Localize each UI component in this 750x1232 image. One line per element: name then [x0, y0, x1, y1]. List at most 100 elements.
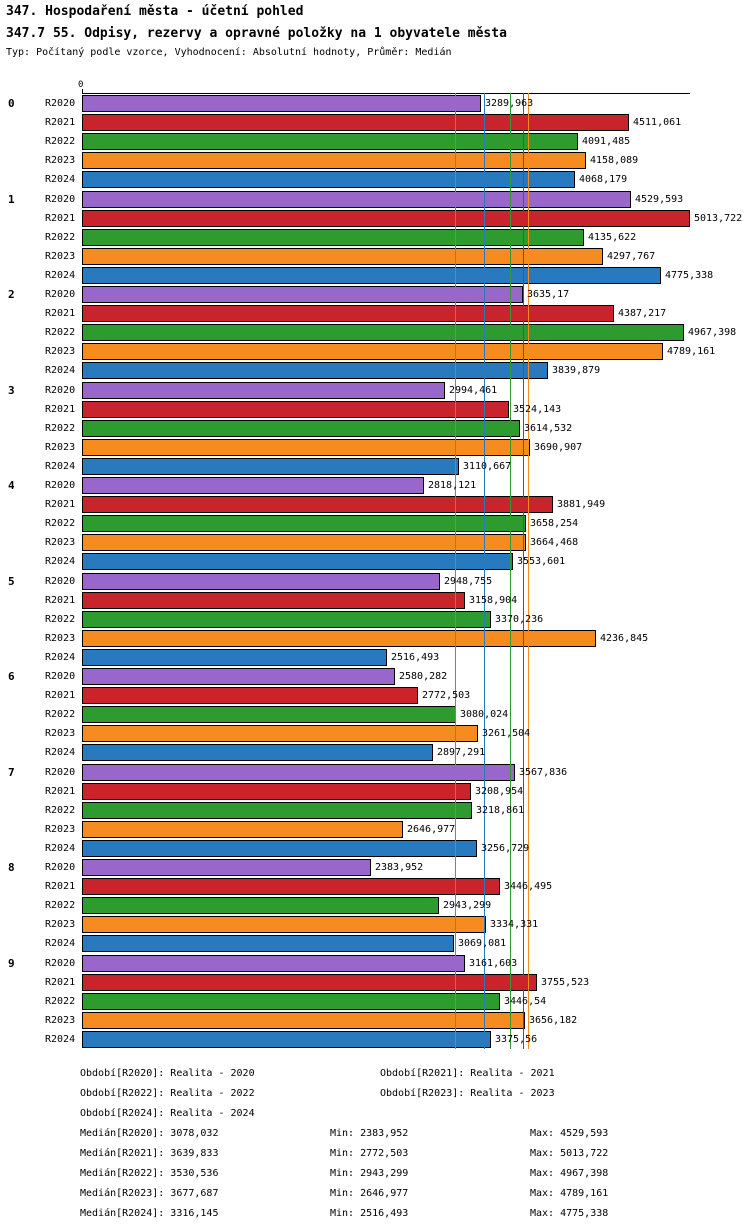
bar-value-label: 3161,603 — [469, 958, 518, 969]
bar-r2024-group-7 — [82, 840, 477, 857]
bar-value-label: 2383,952 — [375, 862, 424, 873]
bar-value-label: 2943,299 — [443, 900, 492, 911]
bar-r2020-group-5 — [82, 573, 440, 590]
bar-value-label: 3567,836 — [519, 767, 568, 778]
bar-r2022-group-1 — [82, 229, 584, 246]
series-label: R2024 — [45, 843, 76, 854]
bar-value-label: 2818,121 — [428, 480, 477, 491]
bar-r2024-group-5 — [82, 649, 387, 666]
bar-value-label: 3289,963 — [485, 98, 534, 109]
bar-value-label: 3524,143 — [513, 404, 562, 415]
series-label: R2020 — [45, 385, 76, 396]
series-label: R2022 — [45, 518, 76, 529]
bar-value-label: 3635,17 — [527, 289, 570, 300]
bar-r2021-group-1 — [82, 210, 690, 227]
series-label: R2023 — [45, 728, 76, 739]
group-label: 6 — [8, 670, 15, 683]
report-meta-line: Typ: Počítaný podle vzorce, Vyhodnocení:… — [6, 47, 452, 58]
series-label: R2023 — [45, 442, 76, 453]
bar-value-label: 4158,089 — [590, 155, 639, 166]
series-label: R2022 — [45, 709, 76, 720]
legend-item-obdobr2020: Období[R2020]: Realita - 2020 — [80, 1068, 255, 1079]
bar-r2022-group-3 — [82, 420, 520, 437]
series-label: R2021 — [45, 881, 76, 892]
bar-r2021-group-4 — [82, 496, 553, 513]
bar-r2021-group-9 — [82, 974, 537, 991]
stat-median: Medián[R2022]: 3530,536 — [80, 1168, 219, 1179]
bar-r2020-group-9 — [82, 955, 465, 972]
series-label: R2024 — [45, 1034, 76, 1045]
bar-value-label: 3334,331 — [490, 919, 539, 930]
bar-value-label: 3755,523 — [541, 977, 590, 988]
series-label: R2022 — [45, 423, 76, 434]
median-line-r2024 — [484, 93, 485, 1049]
bar-value-label: 3446,495 — [504, 881, 553, 892]
bar-value-label: 3370,236 — [495, 614, 544, 625]
bar-value-label: 2580,282 — [399, 671, 448, 682]
report-title: 347. Hospodaření města - účetní pohled — [6, 4, 304, 19]
legend-item-obdobr2021: Období[R2021]: Realita - 2021 — [380, 1068, 555, 1079]
bar-value-label: 4529,593 — [635, 194, 684, 205]
bar-value-label: 3261,504 — [482, 728, 531, 739]
legend-item-obdobr2022: Období[R2022]: Realita - 2022 — [80, 1088, 255, 1099]
bar-r2023-group-2 — [82, 343, 663, 360]
group-label: 1 — [8, 193, 15, 206]
series-label: R2024 — [45, 270, 76, 281]
bar-r2021-group-3 — [82, 401, 509, 418]
bar-value-label: 2516,493 — [391, 652, 440, 663]
stat-max: Max: 4967,398 — [530, 1168, 609, 1179]
bar-r2022-group-6 — [82, 706, 456, 723]
bar-value-label: 2994,461 — [449, 385, 498, 396]
bar-value-label: 4068,179 — [579, 174, 628, 185]
bar-r2021-group-7 — [82, 783, 471, 800]
series-label: R2020 — [45, 480, 76, 491]
bar-r2024-group-9 — [82, 1031, 491, 1048]
series-label: R2020 — [45, 862, 76, 873]
bar-chart: 0 0 R2020 3289,963 R2021 4511,061 R2022 4091,4… — [8, 80, 742, 1049]
group-label: 9 — [8, 957, 15, 970]
bar-value-label: 4135,622 — [588, 232, 637, 243]
axis-line — [82, 93, 690, 94]
legend-item-obdobr2023: Období[R2023]: Realita - 2023 — [380, 1088, 555, 1099]
bar-r2020-group-4 — [82, 477, 424, 494]
series-label: R2024 — [45, 652, 76, 663]
series-label: R2021 — [45, 786, 76, 797]
stat-min: Min: 2772,503 — [330, 1148, 409, 1159]
bar-value-label: 3690,907 — [534, 442, 583, 453]
bar-value-label: 3158,904 — [469, 595, 518, 606]
median-line-r2021 — [523, 93, 524, 1049]
series-label: R2021 — [45, 690, 76, 701]
stat-min: Min: 2646,977 — [330, 1188, 409, 1199]
series-label: R2020 — [45, 576, 76, 587]
group-label: 0 — [8, 97, 15, 110]
bar-value-label: 4775,338 — [665, 270, 714, 281]
bar-value-label: 4091,485 — [582, 136, 631, 147]
bar-r2023-group-0 — [82, 152, 586, 169]
bar-value-label: 4967,398 — [688, 327, 737, 338]
bar-value-label: 2948,755 — [444, 576, 493, 587]
stat-median: Medián[R2020]: 3078,032 — [80, 1128, 219, 1139]
bar-r2021-group-2 — [82, 305, 614, 322]
series-label: R2023 — [45, 824, 76, 835]
bar-r2022-group-2 — [82, 324, 684, 341]
stat-max: Max: 4529,593 — [530, 1128, 609, 1139]
group-label: 3 — [8, 384, 15, 397]
series-label: R2023 — [45, 537, 76, 548]
bar-value-label: 3656,182 — [529, 1015, 578, 1026]
bar-value-label: 2772,503 — [422, 690, 471, 701]
series-label: R2023 — [45, 633, 76, 644]
bar-r2021-group-0 — [82, 114, 629, 131]
bar-r2021-group-5 — [82, 592, 465, 609]
series-label: R2020 — [45, 98, 76, 109]
bar-r2023-group-1 — [82, 248, 603, 265]
bar-value-label: 3080,024 — [460, 709, 509, 720]
bar-r2024-group-1 — [82, 267, 661, 284]
axis-origin-label: 0 — [78, 80, 84, 90]
series-label: R2021 — [45, 308, 76, 319]
bar-r2024-group-0 — [82, 171, 575, 188]
stat-median: Medián[R2021]: 3639,833 — [80, 1148, 219, 1159]
series-label: R2024 — [45, 461, 76, 472]
bar-r2023-group-4 — [82, 534, 526, 551]
stat-min: Min: 2383,952 — [330, 1128, 409, 1139]
group-label: 7 — [8, 766, 15, 779]
